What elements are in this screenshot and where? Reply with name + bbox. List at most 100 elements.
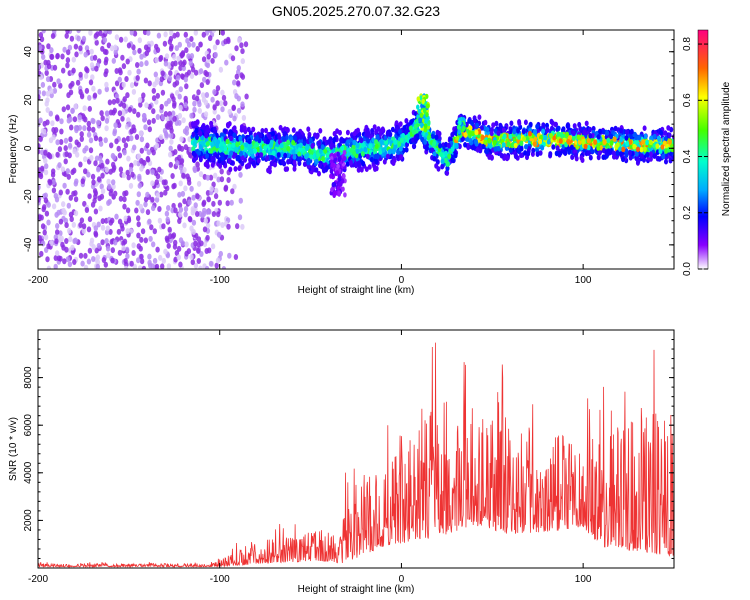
heatmap-noise-cell	[61, 67, 66, 74]
heatmap-ridge-cell	[648, 139, 653, 146]
heatmap-ridge-cell	[237, 165, 242, 172]
heatmap-ridge-cell	[645, 139, 650, 146]
heatmap-marks	[38, 30, 674, 269]
heatmap-noise-cell	[154, 43, 159, 50]
heatmap-ridge-cell	[658, 148, 663, 155]
heatmap-noise-cell	[93, 32, 99, 39]
heatmap-noise-cell	[48, 110, 53, 117]
heatmap-noise-cell	[187, 179, 192, 186]
heatmap-ridge-cell	[346, 151, 351, 157]
heatmap-ridge-cell	[463, 132, 468, 138]
heatmap-noise-cell	[178, 261, 183, 268]
heatmap-noise-cell	[189, 36, 194, 42]
heatmap-ridge-cell	[356, 167, 361, 173]
heatmap-noise-cell	[121, 63, 127, 70]
heatmap-noise-cell	[65, 256, 71, 263]
heatmap-noise-cell	[78, 71, 83, 78]
heatmap-noise-cell	[188, 60, 193, 67]
heatmap-ridge-cell	[633, 139, 638, 146]
heatmap-noise-cell	[70, 108, 75, 114]
heatmap-ridge-cell	[365, 153, 370, 160]
heatmap-ridge-cell	[282, 136, 287, 142]
heatmap-noise-cell	[151, 108, 156, 115]
heatmap-ridge-cell	[210, 162, 215, 168]
heatmap-noise-cell	[104, 86, 110, 93]
heatmap-noise-cell	[236, 107, 242, 114]
heatmap-ridge-cell	[485, 148, 489, 155]
heatmap-noise-cell	[198, 171, 204, 178]
heatmap-noise-cell	[237, 37, 242, 44]
heatmap-noise-cell	[205, 174, 210, 181]
heatmap-ridge-cell	[352, 139, 357, 146]
heatmap-ridge-cell	[667, 139, 672, 145]
heatmap-noise-cell	[78, 252, 84, 259]
heatmap-noise-cell	[189, 53, 195, 59]
heatmap-ridge-cell	[325, 152, 330, 159]
heatmap-ridge-cell	[556, 125, 561, 132]
heatmap-noise-cell	[46, 201, 51, 208]
heatmap-noise-cell	[98, 140, 104, 147]
heatmap-ridge-cell	[663, 135, 668, 142]
heatmap-ridge-cell	[430, 133, 435, 140]
heatmap-noise-cell	[121, 172, 127, 179]
heatmap-noise-cell	[197, 101, 202, 108]
heatmap-noise-cell	[93, 231, 99, 238]
heatmap-ridge-cell	[432, 155, 437, 162]
heatmap-noise-cell	[164, 132, 169, 139]
heatmap-feature-cell	[337, 156, 342, 162]
heatmap-noise-cell	[121, 81, 127, 88]
heatmap-noise-cell	[93, 225, 99, 232]
x-tick-label: 0	[399, 275, 405, 286]
heatmap-noise-cell	[38, 74, 44, 81]
heatmap-noise-cell	[106, 200, 111, 206]
heatmap-ridge-cell	[384, 139, 389, 145]
heatmap-noise-cell	[240, 48, 245, 55]
heatmap-noise-cell	[51, 203, 57, 210]
heatmap-ridge-cell	[201, 140, 206, 147]
heatmap-ridge-cell	[508, 147, 513, 154]
heatmap-ridge-cell	[228, 166, 233, 173]
heatmap-noise-cell	[111, 166, 116, 173]
heatmap-ridge-cell	[559, 131, 564, 138]
heatmap-noise-cell	[172, 102, 177, 109]
heatmap-noise-cell	[114, 68, 119, 74]
heatmap-noise-cell	[91, 179, 96, 186]
heatmap-noise-cell	[54, 238, 59, 245]
heatmap-feature-cell	[426, 134, 431, 141]
heatmap-ridge-cell	[475, 147, 480, 153]
heatmap-ridge-cell	[367, 164, 372, 170]
heatmap-ridge-cell	[352, 130, 357, 137]
heatmap-noise-cell	[190, 259, 195, 266]
heatmap-noise-cell	[196, 241, 201, 248]
heatmap-ridge-cell	[265, 155, 270, 162]
heatmap-noise-cell	[83, 51, 88, 58]
heatmap-noise-cell	[183, 144, 189, 151]
heatmap-noise-cell	[169, 138, 174, 145]
heatmap-ridge-cell	[489, 130, 494, 137]
heatmap-ridge-cell	[292, 154, 297, 160]
heatmap-ridge-cell	[221, 159, 226, 166]
heatmap-ridge-cell	[263, 145, 268, 151]
heatmap-noise-cell	[180, 240, 185, 247]
heatmap-ridge-cell	[519, 146, 524, 152]
heatmap-noise-cell	[219, 176, 225, 183]
snr-ticks: -200 -100 0 100 2000 4000 6000 8000	[23, 329, 674, 585]
heatmap-ridge-cell	[557, 150, 562, 157]
heatmap-feature-cell	[462, 125, 466, 131]
y-tick-label: 2000	[23, 509, 34, 532]
colorbar-tick-label: 0.0	[682, 262, 693, 276]
snr-xlabel: Height of straight line (km)	[298, 584, 415, 595]
heatmap-noise-cell	[135, 62, 140, 68]
heatmap-ridge-cell	[247, 138, 252, 145]
heatmap-xlabel: Height of straight line (km)	[298, 285, 415, 296]
heatmap-ridge-cell	[634, 151, 639, 157]
heatmap-noise-cell	[103, 30, 108, 34]
heatmap-noise-cell	[174, 250, 180, 256]
heatmap-noise-cell	[215, 39, 220, 46]
snr-ylabel: SNR (10 * v/v)	[8, 417, 19, 481]
heatmap-noise-cell	[121, 245, 126, 252]
heatmap-noise-cell	[137, 182, 142, 189]
heatmap-noise-cell	[125, 207, 131, 214]
heatmap-noise-cell	[99, 110, 104, 117]
heatmap-noise-cell	[41, 90, 47, 97]
